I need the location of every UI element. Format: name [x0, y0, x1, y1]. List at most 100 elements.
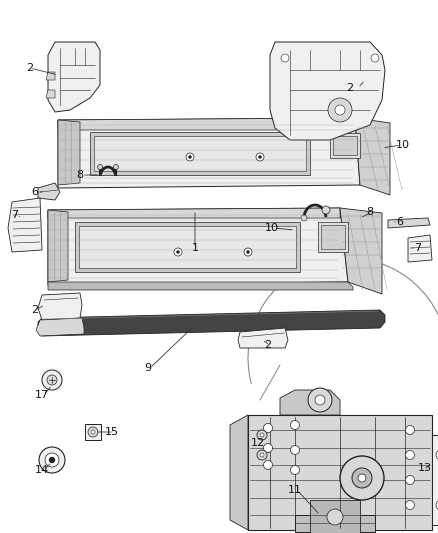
Polygon shape [48, 282, 353, 290]
Circle shape [258, 156, 261, 158]
Circle shape [98, 165, 102, 169]
Circle shape [406, 425, 414, 434]
Circle shape [436, 450, 438, 460]
Polygon shape [408, 235, 432, 262]
Polygon shape [58, 118, 355, 130]
Text: 6: 6 [396, 217, 403, 227]
Circle shape [352, 468, 372, 488]
Circle shape [264, 461, 272, 470]
Polygon shape [75, 222, 300, 272]
Text: 8: 8 [367, 207, 374, 217]
Circle shape [113, 165, 119, 169]
Polygon shape [48, 42, 100, 112]
Circle shape [322, 206, 330, 214]
Circle shape [42, 370, 62, 390]
Polygon shape [248, 415, 432, 530]
Text: 2: 2 [26, 63, 34, 73]
Circle shape [264, 424, 272, 432]
Polygon shape [355, 118, 390, 195]
Text: 6: 6 [32, 187, 39, 197]
Circle shape [358, 474, 366, 482]
Text: 2: 2 [32, 305, 39, 315]
Text: 2: 2 [265, 340, 272, 350]
Text: 14: 14 [35, 465, 49, 475]
Circle shape [327, 509, 343, 525]
Polygon shape [340, 208, 382, 294]
Circle shape [290, 465, 300, 474]
Circle shape [290, 421, 300, 430]
Circle shape [264, 443, 272, 453]
Polygon shape [38, 183, 60, 200]
Text: 2: 2 [346, 83, 353, 93]
Circle shape [256, 153, 264, 161]
Text: 15: 15 [105, 427, 119, 437]
Circle shape [406, 500, 414, 510]
Text: 8: 8 [77, 170, 84, 180]
Polygon shape [46, 72, 55, 80]
Circle shape [188, 156, 191, 158]
Circle shape [39, 447, 65, 473]
Polygon shape [280, 390, 340, 415]
Polygon shape [79, 226, 296, 268]
Circle shape [260, 453, 264, 457]
Circle shape [436, 500, 438, 510]
Polygon shape [388, 218, 430, 228]
Polygon shape [48, 210, 68, 282]
Circle shape [308, 388, 332, 412]
Polygon shape [36, 318, 84, 336]
Circle shape [260, 433, 264, 437]
Circle shape [45, 453, 59, 467]
Polygon shape [8, 198, 42, 252]
Text: 7: 7 [414, 243, 421, 253]
Text: 1: 1 [191, 243, 198, 253]
Text: 10: 10 [396, 140, 410, 150]
Polygon shape [85, 424, 101, 440]
Circle shape [281, 54, 289, 62]
Circle shape [335, 105, 345, 115]
Polygon shape [94, 136, 306, 171]
Polygon shape [38, 310, 385, 336]
Text: 12: 12 [251, 438, 265, 448]
Text: 9: 9 [145, 363, 152, 373]
Circle shape [177, 251, 180, 254]
Polygon shape [318, 222, 348, 252]
Circle shape [174, 248, 182, 256]
Circle shape [257, 430, 267, 440]
Text: 7: 7 [11, 210, 18, 220]
Circle shape [301, 215, 307, 221]
Text: 17: 17 [35, 390, 49, 400]
Text: 11: 11 [288, 485, 302, 495]
Polygon shape [333, 136, 357, 155]
Circle shape [247, 251, 250, 254]
Polygon shape [321, 225, 345, 249]
Circle shape [49, 457, 55, 463]
Text: 13: 13 [418, 463, 432, 473]
Polygon shape [310, 500, 360, 533]
Polygon shape [46, 90, 55, 98]
Polygon shape [432, 435, 438, 525]
Circle shape [47, 375, 57, 385]
Circle shape [406, 475, 414, 484]
Circle shape [88, 427, 98, 437]
Polygon shape [58, 120, 80, 185]
Polygon shape [58, 118, 360, 188]
Polygon shape [295, 515, 375, 532]
Circle shape [290, 446, 300, 455]
Polygon shape [270, 42, 385, 140]
Polygon shape [90, 132, 310, 175]
Circle shape [371, 54, 379, 62]
Polygon shape [330, 133, 360, 158]
Polygon shape [38, 293, 82, 320]
Polygon shape [48, 208, 340, 218]
Polygon shape [48, 208, 348, 285]
Circle shape [406, 450, 414, 459]
Polygon shape [238, 328, 288, 348]
Circle shape [244, 248, 252, 256]
Circle shape [91, 430, 95, 434]
Text: 10: 10 [265, 223, 279, 233]
Circle shape [257, 450, 267, 460]
Circle shape [315, 395, 325, 405]
Circle shape [340, 456, 384, 500]
Polygon shape [230, 415, 248, 530]
Circle shape [186, 153, 194, 161]
